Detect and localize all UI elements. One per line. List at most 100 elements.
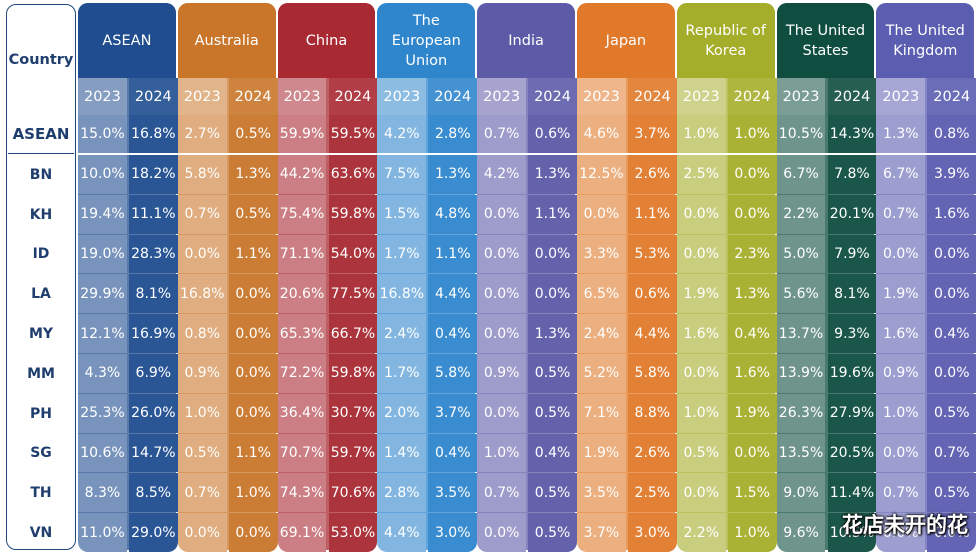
data-cell: 0.5% [528,393,577,433]
data-cell: 0.0% [228,314,278,353]
data-cell: 2.6% [627,155,677,194]
data-cell: 7.9% [827,234,877,274]
data-cell: 16.8% [177,274,227,314]
year-label: 2023 [577,78,626,115]
data-cell: 6.7% [876,155,926,194]
data-cell: 12.5% [577,155,626,194]
data-cell: 0.0% [177,234,227,274]
data-cell: 0.5% [927,473,977,513]
data-cell: 2.4% [377,314,427,353]
data-cell: 1.3% [727,274,777,314]
country-label: TH [30,485,52,502]
data-cell: 0.0% [727,433,777,473]
year-label: 2024 [827,78,877,115]
data-cell: 1.0% [727,115,777,153]
data-cell: 5.3% [627,234,677,274]
country-column [6,4,76,550]
year-label: 2023 [676,78,726,115]
country-label: ASEAN [12,125,70,143]
data-cell: 16.9% [128,314,178,353]
partner-header: Australia [177,3,276,78]
data-cell: 0.0% [228,513,278,552]
country-label: BN [29,166,53,183]
data-cell: 0.8% [927,115,977,153]
data-cell: 0.7% [477,115,527,153]
data-cell: 9.0% [776,473,826,513]
data-cell: 2.8% [428,115,478,153]
data-cell: 0.0% [676,473,726,513]
country-label: LA [31,286,51,303]
data-cell: 0.5% [177,433,227,473]
data-cell: 3.5% [577,473,626,513]
data-cell: 3.7% [627,115,677,153]
country-label: KH [29,206,53,223]
data-cell: 29.9% [78,274,127,314]
data-cell: 13.9% [776,354,826,393]
data-cell: 2.0% [377,393,427,433]
data-cell: 3.9% [927,155,977,194]
data-cell: 2.3% [727,234,777,274]
data-cell: 5.8% [428,354,478,393]
data-cell: 0.0% [927,513,977,552]
data-cell: 1.6% [676,314,726,353]
data-cell: 0.0% [577,194,626,234]
data-cell: 0.0% [676,234,726,274]
data-cell: 2.5% [627,473,677,513]
data-cell: 15.0% [78,115,127,153]
data-cell: 0.0% [477,513,527,552]
corner-label: Country [8,51,74,68]
year-label: 2023 [876,78,926,115]
data-cell: 1.7% [377,354,427,393]
year-label: 2024 [428,78,478,115]
data-cell: 13.7% [776,314,826,353]
data-cell: 0.0% [727,194,777,234]
data-cell: 0.0% [528,274,577,314]
data-cell: 25.3% [78,393,127,433]
data-cell: 0.4% [428,314,478,353]
country-label: SG [30,445,52,462]
watermark: 花店未开的花 [842,513,968,537]
data-cell: 1.4% [377,433,427,473]
data-cell: 19.0% [78,234,127,274]
data-cell: 4.3% [78,354,127,393]
data-cell: 1.5% [377,194,427,234]
data-cell: 3.0% [428,513,478,552]
data-cell: 1.7% [377,234,427,274]
data-cell: 2.5% [676,155,726,194]
data-cell: 0.0% [477,234,527,274]
data-cell: 1.1% [528,194,577,234]
country-label: MY [28,326,54,343]
data-cell: 26.3% [776,393,826,433]
data-cell: 19.4% [78,194,127,234]
data-cell: 70.6% [328,473,378,513]
data-cell: 1.3% [528,155,577,194]
data-cell: 70.7% [277,433,327,473]
country-label: VN [29,525,53,542]
data-cell: 0.6% [528,115,577,153]
data-cell: 16.8% [128,115,178,153]
data-cell: 20.6% [277,274,327,314]
data-cell: 66.7% [328,314,378,353]
data-cell: 28.3% [128,234,178,274]
data-cell: 0.0% [528,234,577,274]
data-cell: 0.0% [876,513,926,552]
data-cell: 0.7% [876,194,926,234]
data-cell: 7.1% [577,393,626,433]
data-cell: 1.1% [228,433,278,473]
data-cell: 5.0% [776,234,826,274]
data-cell: 59.8% [328,354,378,393]
data-cell: 4.2% [377,115,427,153]
data-cell: 1.0% [676,393,726,433]
data-cell: 1.3% [876,115,926,153]
data-cell: 59.9% [277,115,327,153]
data-cell: 77.5% [328,274,378,314]
year-label: 2024 [727,78,777,115]
data-cell: 1.3% [528,314,577,353]
data-cell: 0.0% [727,155,777,194]
year-label: 2024 [927,78,977,115]
year-label: 2024 [128,78,178,115]
data-cell: 53.0% [328,513,378,552]
data-cell: 6.9% [128,354,178,393]
data-cell: 19.6% [827,354,877,393]
data-cell: 2.2% [676,513,726,552]
